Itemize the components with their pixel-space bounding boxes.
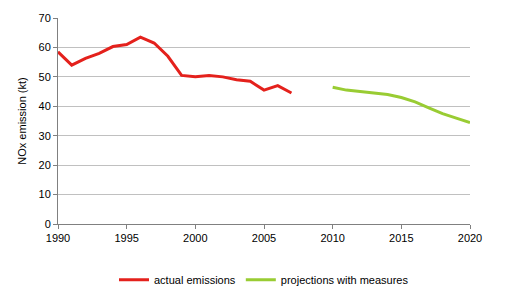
svg-text:2010: 2010 [320,232,344,244]
svg-text:70: 70 [39,12,51,24]
svg-text:40: 40 [39,100,51,112]
svg-text:30: 30 [39,130,51,142]
svg-text:20: 20 [39,159,51,171]
svg-text:0: 0 [45,218,51,230]
svg-text:60: 60 [39,41,51,53]
svg-text:2005: 2005 [252,232,276,244]
svg-text:projections with measures: projections with measures [281,274,409,286]
svg-text:1990: 1990 [46,232,70,244]
svg-text:10: 10 [39,188,51,200]
svg-text:1995: 1995 [114,232,138,244]
svg-text:2020: 2020 [458,232,482,244]
svg-text:actual emissions: actual emissions [154,274,236,286]
svg-text:2000: 2000 [183,232,207,244]
svg-text:2015: 2015 [389,232,413,244]
svg-text:50: 50 [39,71,51,83]
svg-text:NOx emission (kt): NOx emission (kt) [16,77,28,164]
